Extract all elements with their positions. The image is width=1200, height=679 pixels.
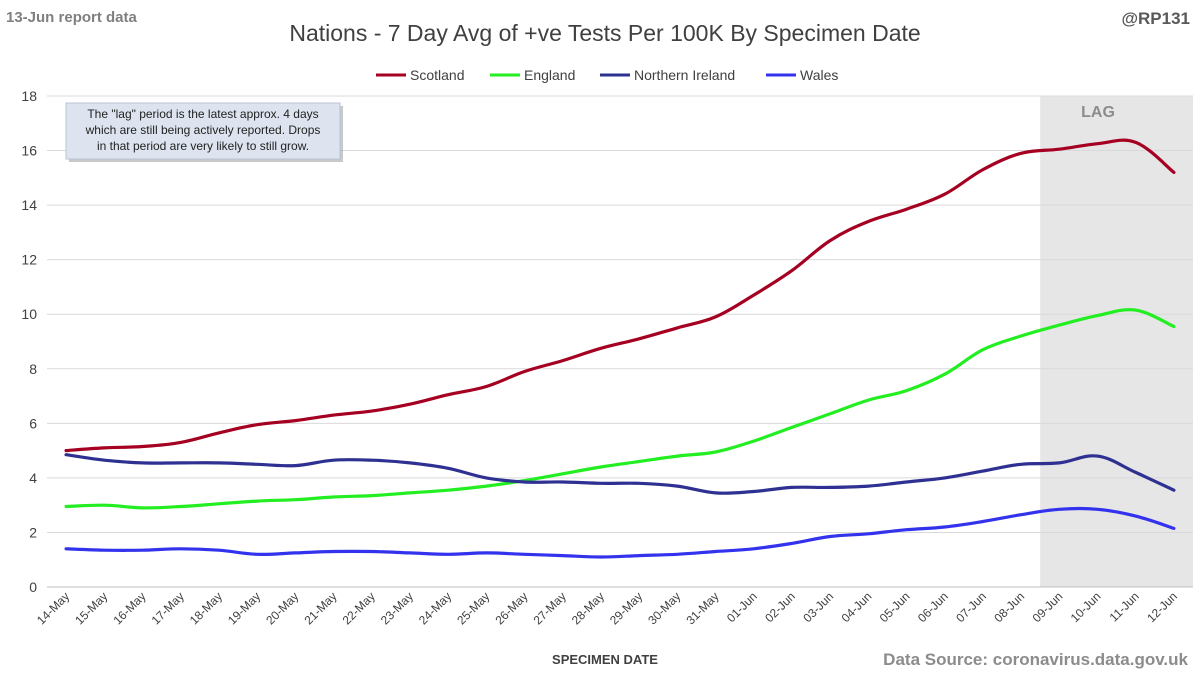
legend-item-wales: Wales bbox=[766, 67, 838, 83]
legend: Scotland England Northern Ireland Wales bbox=[376, 67, 838, 83]
x-tick-label: 18-May bbox=[187, 589, 225, 627]
x-tick-label: 16-May bbox=[110, 589, 148, 627]
x-tick-label: 10-Jun bbox=[1068, 589, 1104, 625]
legend-item-northern-ireland: Northern Ireland bbox=[600, 67, 735, 83]
x-tick-label: 15-May bbox=[72, 589, 110, 627]
author-handle: @RP131 bbox=[1121, 9, 1190, 28]
y-tick-label: 0 bbox=[29, 579, 37, 595]
x-tick-label: 27-May bbox=[531, 589, 569, 627]
x-tick-label: 09-Jun bbox=[1030, 589, 1066, 625]
series-line-england bbox=[64, 308, 1176, 510]
legend-item-scotland: Scotland bbox=[376, 67, 464, 83]
legend-label: England bbox=[524, 67, 575, 83]
legend-label: Northern Ireland bbox=[634, 67, 735, 83]
x-tick-label: 25-May bbox=[454, 589, 492, 627]
y-tick-label: 10 bbox=[21, 306, 37, 322]
x-tick-label: 31-May bbox=[683, 589, 721, 627]
x-tick-label: 04-Jun bbox=[839, 589, 875, 625]
x-tick-label: 28-May bbox=[569, 589, 607, 627]
y-tick-label: 4 bbox=[29, 470, 37, 486]
lag-region bbox=[1040, 96, 1193, 587]
data-source: Data Source: coronavirus.data.gov.uk bbox=[883, 650, 1188, 669]
y-tick-label: 18 bbox=[21, 88, 37, 104]
x-tick-label: 02-Jun bbox=[762, 589, 798, 625]
x-tick-label: 06-Jun bbox=[915, 589, 951, 625]
y-axis: 0 2 4 6 8 10 12 14 16 18 bbox=[21, 88, 37, 595]
legend-item-england: England bbox=[490, 67, 575, 83]
x-tick-label: 14-May bbox=[34, 589, 72, 627]
series-line-northern-ireland bbox=[64, 453, 1176, 495]
series-line-wales bbox=[64, 506, 1176, 559]
x-tick-label: 03-Jun bbox=[800, 589, 836, 625]
x-tick-label: 21-May bbox=[301, 589, 339, 627]
legend-label: Scotland bbox=[410, 67, 464, 83]
series-line-scotland bbox=[64, 138, 1176, 453]
x-axis: 14-May 15-May 16-May 17-May 18-May 19-May 20-M… bbox=[34, 589, 1180, 627]
lag-label: LAG bbox=[1081, 104, 1115, 121]
x-tick-label: 26-May bbox=[492, 589, 530, 627]
legend-label: Wales bbox=[800, 67, 838, 83]
x-tick-label: 01-Jun bbox=[724, 589, 760, 625]
y-tick-label: 8 bbox=[29, 361, 37, 377]
x-tick-label: 05-Jun bbox=[877, 589, 913, 625]
x-tick-label: 29-May bbox=[607, 589, 645, 627]
x-tick-label: 07-Jun bbox=[953, 589, 989, 625]
y-tick-label: 6 bbox=[29, 415, 37, 431]
chart-title: Nations - 7 Day Avg of +ve Tests Per 100… bbox=[289, 20, 920, 46]
x-tick-label: 22-May bbox=[340, 589, 378, 627]
series-lines bbox=[64, 138, 1176, 559]
x-tick-label: 12-Jun bbox=[1144, 589, 1180, 625]
x-tick-label: 17-May bbox=[149, 589, 187, 627]
lag-shade bbox=[1040, 96, 1193, 587]
x-tick-label: 20-May bbox=[263, 589, 301, 627]
report-date-label: 13-Jun report data bbox=[6, 9, 138, 26]
y-tick-label: 14 bbox=[21, 197, 37, 213]
y-tick-label: 16 bbox=[21, 143, 37, 159]
x-tick-label: 23-May bbox=[378, 589, 416, 627]
y-tick-label: 2 bbox=[29, 524, 37, 540]
x-tick-label: 19-May bbox=[225, 589, 263, 627]
y-tick-label: 12 bbox=[21, 252, 37, 268]
x-tick-label: 11-Jun bbox=[1107, 589, 1142, 624]
note-line-1: The "lag" period is the latest approx. 4… bbox=[87, 107, 318, 121]
note-line-3: in that period are very likely to still … bbox=[97, 139, 309, 153]
x-axis-title: SPECIMEN DATE bbox=[552, 652, 658, 667]
x-tick-label: 24-May bbox=[416, 589, 454, 627]
x-tick-label: 08-Jun bbox=[991, 589, 1027, 625]
lag-note-box: The "lag" period is the latest approx. 4… bbox=[65, 102, 343, 162]
x-tick-label: 30-May bbox=[645, 589, 683, 627]
gridlines bbox=[47, 95, 1193, 588]
note-line-2: which are still being actively reported.… bbox=[85, 123, 321, 137]
